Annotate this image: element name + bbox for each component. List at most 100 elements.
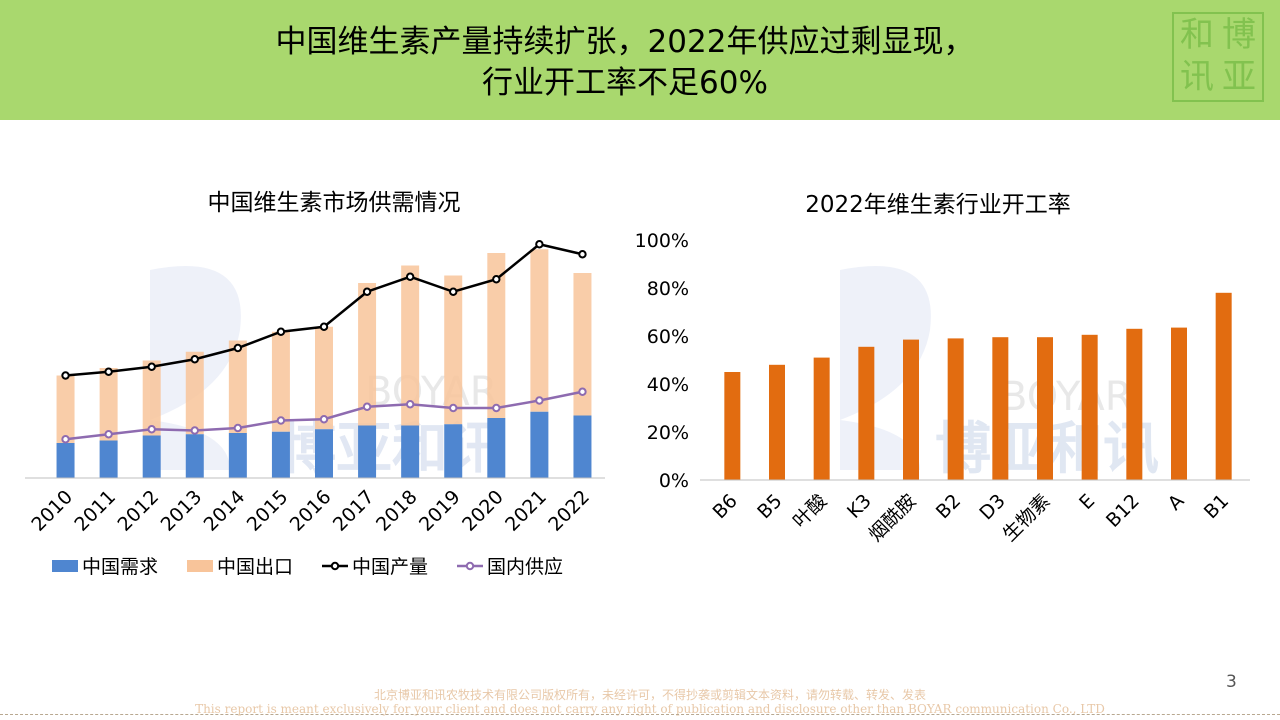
legend-marker — [465, 561, 475, 571]
x-tick-label: K3 — [843, 490, 876, 523]
export-bar — [142, 360, 161, 436]
legend-label: 中国产量 — [352, 556, 428, 578]
x-tick-label: D3 — [975, 490, 1009, 524]
y-tick-label: 20% — [647, 422, 689, 444]
production-point — [147, 362, 156, 371]
title-line-2: 行业开工率不足60% — [482, 65, 768, 101]
demand-bar — [315, 429, 333, 478]
x-tick-label: 2014 — [200, 486, 250, 536]
domestic-supply-point — [535, 396, 544, 405]
y-tick-label: 80% — [647, 278, 689, 300]
legend-label: 中国出口 — [217, 556, 293, 578]
domestic-supply-point — [190, 426, 199, 435]
watermark-en: BOYAR — [1000, 374, 1133, 420]
copyright-cn: 北京博亚和讯农牧技术有限公司版权所有，未经许可，不得抄袭或剪辑文本资料，请勿转载… — [373, 688, 926, 702]
x-tick-label: 2017 — [329, 486, 379, 536]
legend-swatch — [52, 560, 78, 572]
domestic-supply-point — [61, 435, 70, 444]
x-tick-label: 2012 — [113, 486, 163, 536]
title-line-1: 中国维生素产量持续扩张，2022年供应过剩显现， — [275, 24, 975, 60]
production-point — [319, 322, 329, 331]
x-tick-label: 2021 — [501, 486, 551, 536]
x-tick-label: 2016 — [286, 486, 336, 536]
slide-title: 中国维生素产量持续扩张，2022年供应过剩显现， 行业开工率不足60% — [0, 22, 1250, 104]
seal-char: 亚 — [1222, 57, 1256, 97]
x-tick-label: 叶酸 — [789, 490, 831, 532]
right-chart-title: 2022年维生素行业开工率 — [805, 192, 1071, 218]
export-bar — [530, 249, 549, 412]
y-tick-label: 60% — [647, 326, 689, 348]
export-bar — [185, 351, 204, 435]
domestic-supply-point — [104, 430, 113, 439]
x-tick-label: B6 — [709, 490, 742, 523]
footer-divider — [0, 714, 1280, 715]
seal-char: 博 — [1222, 15, 1256, 55]
production-point — [61, 371, 70, 380]
demand-bar — [444, 424, 463, 478]
demand-bar — [487, 418, 506, 478]
demand-bar — [401, 425, 420, 478]
legend-swatch — [187, 560, 213, 572]
production-point — [405, 272, 415, 281]
copyright-en: This report is meant exclusively for you… — [195, 702, 1105, 716]
demand-bar — [56, 443, 75, 478]
utilization-bar — [992, 337, 1009, 480]
export-bar — [487, 253, 506, 418]
export-bar — [271, 331, 290, 432]
domestic-supply-point — [233, 423, 243, 433]
x-tick-label: B1 — [1200, 490, 1233, 523]
demand-bar — [358, 425, 377, 478]
x-tick-label: 2020 — [458, 486, 508, 536]
domestic-supply-point — [276, 416, 286, 425]
seal-char: 和 — [1180, 15, 1214, 55]
production-point — [449, 287, 458, 296]
legend-marker — [330, 561, 340, 571]
domestic-supply-point — [492, 403, 501, 413]
demand-bar — [185, 434, 204, 478]
production-point — [276, 327, 286, 336]
watermark-cn: 博亚和讯 — [280, 417, 504, 482]
production-point — [233, 343, 243, 353]
company-seal-logo: 和博讯亚 — [1172, 12, 1264, 102]
demand-bar — [573, 415, 592, 478]
export-bar — [56, 375, 75, 443]
x-tick-label: B12 — [1102, 490, 1144, 532]
export-bar — [401, 265, 420, 426]
export-bar — [444, 275, 463, 425]
production-point — [362, 287, 372, 296]
utilization-bar — [1215, 292, 1232, 480]
export-bar — [228, 340, 247, 433]
left-chart-title: 中国维生素市场供需情况 — [208, 190, 461, 216]
utilization-bar — [724, 372, 741, 480]
demand-bar — [271, 431, 290, 478]
domestic-supply-point — [578, 387, 587, 396]
utilization-bar — [947, 338, 964, 480]
x-tick-label: 2010 — [27, 486, 77, 536]
utilization-bar — [1171, 327, 1187, 480]
utilization-bar — [769, 364, 785, 480]
x-tick-label: E — [1075, 490, 1099, 514]
left-chart-plot: 2010201120122013201420152016201720182019… — [25, 240, 605, 536]
utilization-bar — [1037, 337, 1053, 480]
y-tick-label: 0% — [659, 470, 689, 492]
utilization-bar — [903, 339, 919, 480]
x-tick-label: 2019 — [415, 486, 465, 536]
production-point — [578, 250, 587, 259]
domestic-supply-point — [449, 403, 458, 413]
production-point — [104, 367, 113, 376]
demand-bar — [530, 411, 549, 478]
y-tick-label: 40% — [647, 374, 689, 396]
export-bar — [573, 273, 592, 416]
utilization-bar — [858, 346, 875, 480]
seal-char: 讯 — [1180, 57, 1214, 97]
page-number: 3 — [1226, 672, 1237, 692]
production-point — [535, 240, 544, 249]
demand-bar — [228, 433, 247, 478]
legend-label: 国内供应 — [487, 556, 563, 578]
x-tick-label: 2022 — [544, 486, 594, 536]
domestic-supply-point — [362, 402, 372, 411]
demand-bar — [99, 440, 118, 478]
domestic-supply-point — [405, 400, 415, 409]
